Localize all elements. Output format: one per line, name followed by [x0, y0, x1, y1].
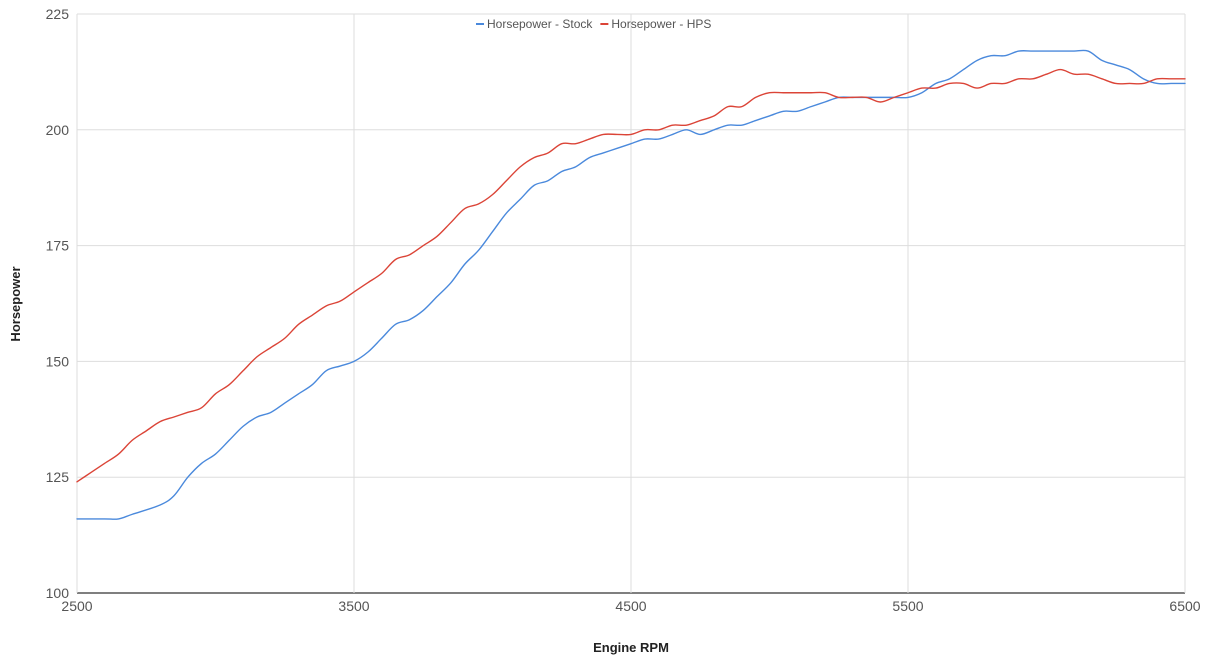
series-lines — [76, 49, 1186, 520]
x-tick-label: 3500 — [338, 598, 369, 614]
x-tick-label: 5500 — [892, 598, 923, 614]
series-line-hps — [76, 68, 1186, 483]
y-tick-label: 150 — [46, 353, 70, 369]
x-axis-title: Engine RPM — [593, 640, 669, 655]
series-line-stock — [76, 49, 1186, 520]
legend-label: Horsepower - HPS — [611, 17, 711, 31]
y-axis-ticks: 100 125 150 175 200 225 — [46, 6, 70, 601]
y-tick-label: 225 — [46, 6, 70, 22]
y-tick-label: 125 — [46, 469, 70, 485]
grid-lines — [76, 13, 1186, 594]
legend: Horsepower - Stock Horsepower - HPS — [476, 17, 711, 31]
y-tick-label: 200 — [46, 122, 70, 138]
x-tick-label: 4500 — [615, 598, 646, 614]
legend-label: Horsepower - Stock — [487, 17, 593, 31]
legend-item: Horsepower - HPS — [600, 17, 711, 31]
x-tick-label: 6500 — [1169, 598, 1200, 614]
x-tick-label: 2500 — [61, 598, 92, 614]
x-axis-ticks: 2500 3500 4500 5500 6500 — [61, 598, 1200, 614]
legend-item: Horsepower - Stock — [476, 17, 593, 31]
y-axis-title: Horsepower — [8, 266, 23, 341]
y-tick-label: 175 — [46, 238, 70, 254]
y-tick-label: 100 — [46, 585, 70, 601]
